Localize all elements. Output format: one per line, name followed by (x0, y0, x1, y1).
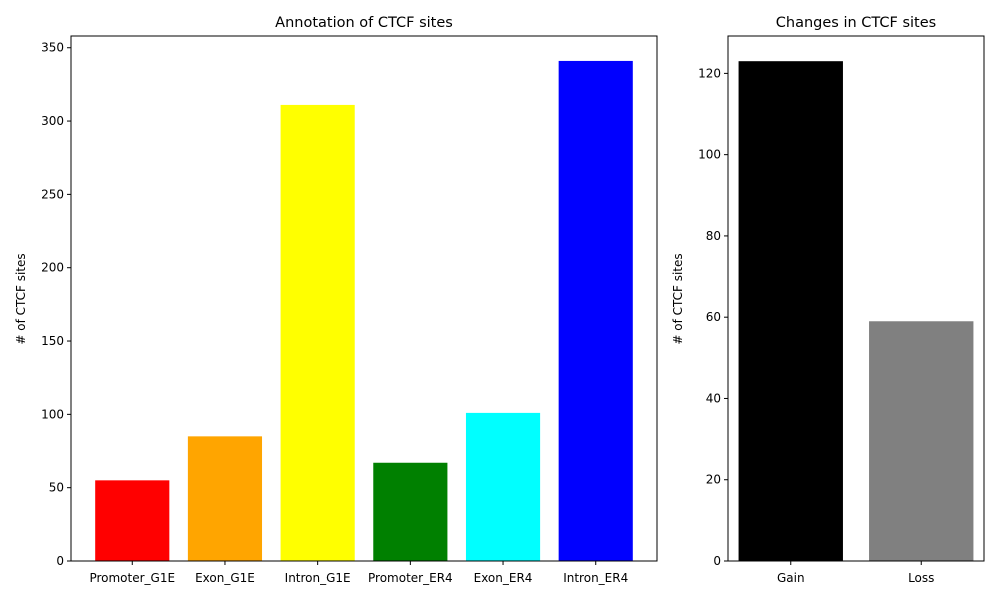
bar-gain (738, 61, 843, 561)
bar-loss (869, 321, 974, 561)
bar-exon-g1e (187, 436, 263, 561)
x-tick-label: Exon_ER4 (474, 571, 533, 585)
bar-intron-er4 (558, 60, 633, 562)
bar-promoter-er4 (373, 462, 448, 561)
y-ticks: 0 50 100 150 200 250 300 350 (41, 41, 71, 568)
x-tick-label: Promoter_ER4 (368, 571, 453, 585)
y-tick-label: 40 (706, 391, 721, 405)
y-tick-label: 80 (706, 229, 721, 243)
chart-changes: Changes in CTCF sites # of CTCF sites 0 2… (671, 15, 985, 585)
y-tick-label: 350 (41, 41, 64, 55)
x-ticks: Gain Loss (777, 561, 934, 585)
y-tick-label: 100 (698, 148, 721, 162)
y-ticks: 0 20 40 60 80 100 120 (698, 66, 728, 568)
x-tick-label: Gain (777, 571, 805, 585)
chart-title: Changes in CTCF sites (776, 15, 936, 31)
y-tick-label: 60 (706, 310, 721, 324)
x-tick-label: Intron_ER4 (563, 571, 628, 585)
y-tick-label: 100 (41, 407, 64, 421)
x-tick-label: Exon_G1E (195, 571, 255, 585)
y-axis-label: # of CTCF sites (671, 253, 685, 344)
bars (738, 61, 974, 561)
y-axis-label: # of CTCF sites (14, 253, 28, 344)
y-tick-label: 50 (49, 481, 64, 495)
y-tick-label: 250 (41, 187, 64, 201)
x-tick-label: Loss (908, 571, 934, 585)
bar-promoter-g1e (95, 480, 170, 561)
plot-frame (70, 35, 658, 562)
bars (95, 60, 633, 562)
chart-annotation: Annotation of CTCF sites # of CTCF sites… (14, 15, 658, 585)
bar-intron-g1e (280, 104, 355, 562)
y-tick-label: 120 (698, 66, 721, 80)
y-tick-label: 0 (56, 554, 64, 568)
y-tick-label: 300 (41, 114, 64, 128)
x-ticks: Promoter_G1E Exon_G1E Intron_G1E Promoter_E… (89, 561, 628, 585)
y-tick-label: 0 (713, 554, 721, 568)
y-tick-label: 20 (706, 473, 721, 487)
x-tick-label: Intron_G1E (285, 571, 351, 585)
x-tick-label: Promoter_G1E (89, 571, 175, 585)
chart-title: Annotation of CTCF sites (275, 15, 453, 31)
y-tick-label: 150 (41, 334, 64, 348)
y-tick-label: 200 (41, 261, 64, 275)
bar-exon-er4 (465, 412, 541, 561)
plot-frame (727, 35, 985, 562)
